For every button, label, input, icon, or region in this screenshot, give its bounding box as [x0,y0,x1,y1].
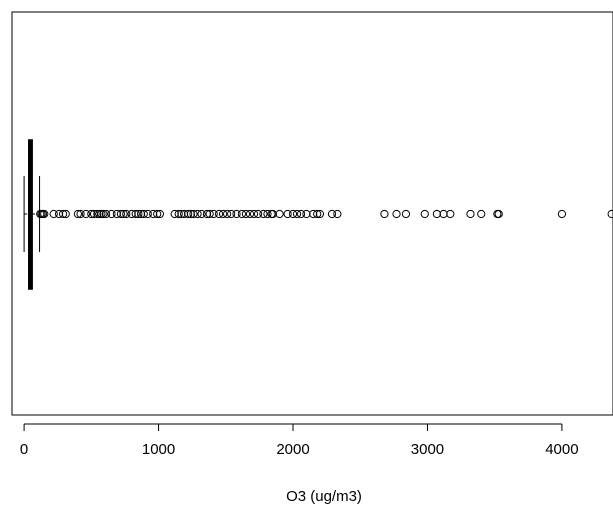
outlier-point [40,209,49,219]
outlier-group [36,209,613,219]
outlier-point [143,209,152,219]
outlier-point [209,209,218,219]
outlier-point [197,209,206,219]
outlier-point [327,209,337,219]
outlier-point [116,209,126,219]
x-axis-ticks: 0 1000 2000 3000 4000 [20,424,579,458]
outlier-point [122,209,131,219]
outlier-point [283,209,292,219]
outlier-point [392,209,401,219]
outlier-point [184,209,193,219]
outlier-point [93,209,102,219]
outlier-point [81,209,91,219]
outlier-point [477,209,486,219]
x-tick-label: 2000 [276,441,309,458]
outlier-point [557,209,567,219]
outlier-point [241,209,251,219]
outlier-point [401,209,411,219]
outlier-point [214,209,224,219]
outlier-point [134,209,143,219]
x-tick-label: 1000 [142,441,175,458]
outlier-point [237,209,247,219]
outlier-point [58,209,68,219]
outlier-point [315,209,324,219]
outlier-point [288,209,298,219]
outlier-point [119,209,128,219]
x-tick-label: 3000 [411,441,444,458]
outlier-point [333,209,342,219]
outlier-point [153,209,162,219]
outlier-point [232,209,241,219]
outlier-point [205,209,214,219]
outlier-point [218,209,228,219]
outlier-point [131,209,140,219]
outlier-point [49,209,58,219]
x-axis-label: O3 (ug/m3) [286,488,362,505]
outlier-point [99,209,108,219]
outlier-point [439,209,448,219]
outlier-point [223,209,232,219]
outlier-point [249,209,259,219]
outlier-point [189,209,198,219]
outlier-point [87,209,96,219]
outlier-point [446,209,455,219]
outlier-point [296,209,306,219]
outlier-point [313,209,322,219]
outlier-point [245,209,255,219]
outlier-point [107,209,116,219]
box-group [23,139,41,290]
outlier-point [155,209,164,219]
outlier-point [263,209,272,219]
outlier-point [73,209,82,219]
x-tick-label: 4000 [545,441,578,458]
outlier-point [466,209,475,219]
outlier-point [76,209,85,219]
outlier-point [420,209,429,219]
outlier-point [227,209,236,219]
outlier-point [494,209,503,219]
outlier-point [432,209,441,219]
plot-frame [11,11,613,416]
outlier-point [97,209,106,219]
outlier-point [253,209,263,219]
outlier-point [380,209,389,219]
outlier-point [102,209,111,219]
outlier-point [193,209,202,219]
x-tick-label: 0 [20,441,28,458]
outlier-point [139,209,148,219]
outlier-point [259,209,268,219]
outlier-point [275,209,284,219]
outlier-point [292,209,302,219]
outlier-point [302,209,311,219]
outlier-point [607,209,613,219]
outlier-point [174,209,183,219]
outlier-point [61,209,70,219]
